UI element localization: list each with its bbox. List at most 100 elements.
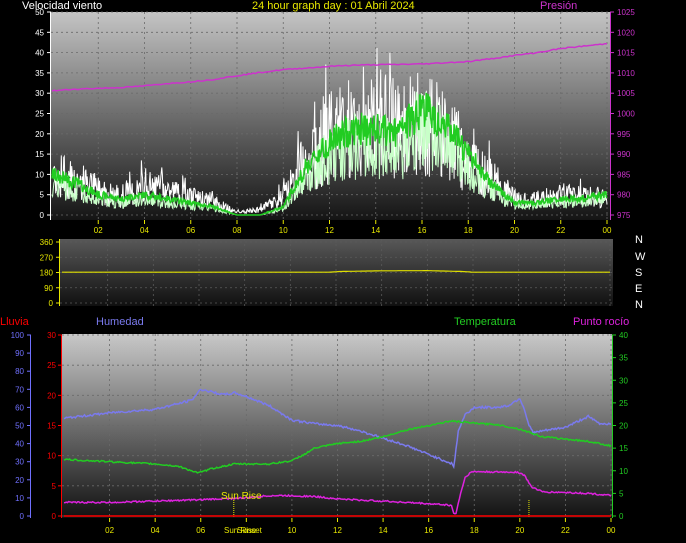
temperature-y-tick-label: 10 [619,467,628,476]
wind-y-tick-label: 45 [35,28,44,37]
wind-x-tick-label: 04 [140,226,149,235]
temperature-line [63,419,612,474]
direction-grid [60,239,613,306]
pressure-y-tick-label: 1020 [617,28,635,37]
temp-humidity-x-tick-label: 00 [607,526,616,535]
humidity-y-tick-label: 90 [15,349,24,358]
rain-y-tick-label: 0 [52,512,57,521]
direction-axis-ticks: 0 90 180 270 360 [40,238,60,308]
pressure-y-tick-label: 980 [617,191,631,200]
temperature-y-tick-label: 20 [619,422,628,431]
wind-grid [51,11,610,220]
wind-y-tick-label: 0 [40,211,45,220]
wind-y-tick-label: 20 [35,130,44,139]
rain-title: Lluvia [0,316,29,328]
wind-y-tick-label: 25 [35,110,44,119]
temp-humidity-x-tick-label: 22 [561,526,570,535]
direction-y-tick-label: 180 [40,269,54,278]
sunrise-annotation: Sun Rise [221,491,262,502]
temperature-title: Temperatura [454,316,516,328]
humidity-y-tick-label: 100 [11,331,25,340]
pressure-title: Presión [540,0,578,12]
temp-humidity-x-tick-label: 16 [424,526,433,535]
wind-y-tick-label: 15 [35,150,44,159]
wind-x-tick-label: 18 [464,226,473,235]
compass-label-n: N [635,234,643,246]
wind-x-tick-label: 12 [325,226,334,235]
temp-humidity-x-tick-label: 04 [151,526,160,535]
direction-y-tick-label: 0 [49,299,54,308]
sunrise-tick-label: Sun Rise [224,526,257,535]
graph-title: 24 hour graph day : 01 Abril 2024 [252,0,415,12]
compass-label-s: S [635,267,643,279]
compass-label-n2: N [635,299,643,311]
humidity-title: Humedad [96,316,144,328]
temperature-y-tick-label: 15 [619,444,628,453]
temp-humidity-x-tick-label: 02 [105,526,114,535]
wind-x-tick-label: 06 [186,226,195,235]
wind-x-tick-label: 02 [94,226,103,235]
wind-series [51,42,608,216]
temp-humidity-x-tick-label: 20 [515,526,524,535]
direction-series [62,270,610,273]
dewpoint-title: Punto rocío [573,316,630,328]
temp-humidity-x-tick-label: 10 [287,526,296,535]
dewpoint-line [63,470,612,515]
wind-x-tick-label: 00 [603,226,612,235]
wind-y-tick-label: 40 [35,49,44,58]
direction-y-tick-label: 360 [40,238,54,247]
pressure-y-tick-label: 990 [617,150,631,159]
wind-speed-title: Velocidad viento [22,0,103,12]
temp-humidity-x-tick-label: 14 [379,526,388,535]
rain-y-tick-label: 25 [47,361,56,370]
humidity-line [63,388,611,470]
wind-y-tick-label: 35 [35,69,44,78]
temperature-y-tick-label: 35 [619,354,628,363]
direction-y-tick-label: 90 [44,284,53,293]
temperature-y-tick-label: 5 [619,489,624,498]
temp-humidity-x-tick-label: 12 [333,526,342,535]
rain-y-tick-label: 30 [47,331,56,340]
temp-humidity-axis-ticks: 0510152025300102030405060708090100051015… [11,331,629,535]
rain-y-tick-label: 5 [52,482,57,491]
humidity-y-tick-label: 80 [15,367,24,376]
humidity-y-tick-label: 40 [15,440,24,449]
humidity-y-tick-label: 30 [15,458,24,467]
sunset-tick-label: Sunset [237,526,262,535]
wind-gust-line [51,47,608,215]
wind-x-tick-label: 08 [233,226,242,235]
temperature-y-tick-label: 30 [619,376,628,385]
pressure-y-tick-label: 1000 [617,110,635,119]
wind-axis-ticks: 0510152025303540455097598098599099510001… [35,8,635,235]
rain-y-tick-label: 15 [47,422,56,431]
humidity-y-tick-label: 20 [15,476,24,485]
rain-y-tick-label: 20 [47,391,56,400]
temperature-y-tick-label: 40 [619,331,628,340]
wind-x-tick-label: 14 [371,226,380,235]
humidity-y-tick-label: 60 [15,403,24,412]
wind-x-tick-label: 10 [279,226,288,235]
temp-humidity-series [63,388,612,518]
wind-y-tick-label: 5 [40,191,45,200]
compass-label-w: W [635,251,646,263]
wind-average-line [51,92,608,216]
wind-x-tick-label: 16 [418,226,427,235]
humidity-y-tick-label: 0 [20,512,25,521]
compass-label-e: E [635,283,643,295]
temp-humidity-x-tick-label: 06 [196,526,205,535]
temperature-y-tick-label: 25 [619,399,628,408]
wind-y-tick-label: 50 [35,8,44,17]
pressure-y-tick-label: 1025 [617,8,635,17]
wind-x-tick-label: 22 [556,226,565,235]
wind-x-tick-label: 20 [510,226,519,235]
pressure-y-tick-label: 975 [617,211,631,220]
wind-y-tick-label: 10 [35,170,44,179]
pressure-y-tick-label: 995 [617,130,631,139]
pressure-y-tick-label: 1015 [617,49,635,58]
rain-y-tick-label: 10 [47,452,56,461]
wind-y-tick-label: 30 [35,89,44,98]
direction-y-tick-label: 270 [40,253,54,262]
pressure-y-tick-label: 1005 [617,89,635,98]
humidity-y-tick-label: 10 [15,494,24,503]
